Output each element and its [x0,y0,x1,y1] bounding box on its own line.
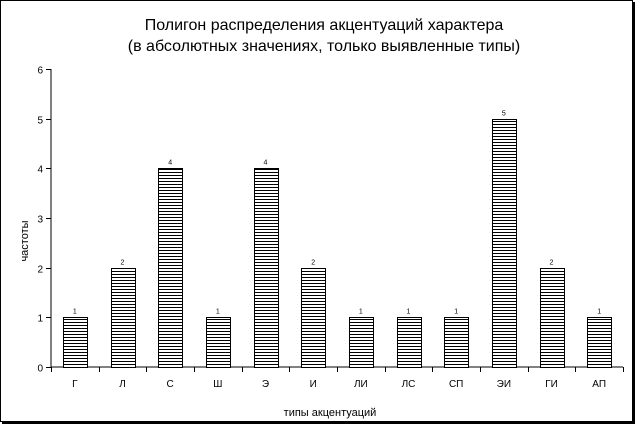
data-label: 4 [264,160,268,167]
bar [206,317,231,368]
bar [540,268,565,368]
x-tick-label: ГИ [545,379,558,390]
data-label: 1 [73,309,77,316]
data-label: 2 [550,260,554,267]
data-label: 4 [168,160,172,167]
y-axis-title: частоты [19,220,31,261]
bar [444,317,469,368]
x-axis-title: типы акцентуаций [284,407,377,419]
x-tick-label: Г [72,379,78,390]
x-tick-label: СП [449,379,463,390]
bar [111,268,136,368]
x-tick-label: Э [262,379,269,390]
data-label: 2 [311,260,315,267]
data-label: 1 [216,309,220,316]
bar [301,268,326,368]
bar [397,317,422,368]
bar [254,168,279,368]
y-tick-label: 6 [37,66,43,77]
x-tick-label: Л [119,379,126,390]
data-label: 1 [454,309,458,316]
y-tick-label: 1 [37,314,43,325]
x-tick-label: С [167,379,174,390]
data-label: 1 [407,309,411,316]
chart-title: Полигон распределения акцентуаций характ… [145,17,504,34]
x-tick-label: И [310,379,317,390]
plot-area: 0 1 2 3 4 5 6 1 Г 2 Л 4 С 1 Ш 4 Э 2 И 1 ЛИ 1 ЛС 1 СП 5 ЭИ 2 ГИ 1 АП [37,66,624,390]
y-tick-label: 3 [37,215,43,226]
chart-subtitle: (в абсолютных значениях, только выявленн… [128,38,520,55]
bar [63,317,88,368]
data-label: 2 [121,260,125,267]
bar [349,317,374,368]
bar [492,119,517,368]
data-label: 1 [359,309,363,316]
bar [587,317,612,368]
y-tick-label: 2 [37,265,43,276]
data-label: 5 [502,111,506,118]
y-tick-label: 4 [37,165,43,176]
y-tick-label: 0 [37,364,43,375]
x-tick-label: Ш [213,379,222,390]
x-tick-label: ЛС [402,379,416,390]
data-label: 1 [597,309,601,316]
x-tick-label: ЛИ [354,379,368,390]
bar [158,168,183,368]
x-tick-label: АП [592,379,606,390]
x-tick-label: ЭИ [497,379,511,390]
y-tick-label: 5 [37,116,43,127]
